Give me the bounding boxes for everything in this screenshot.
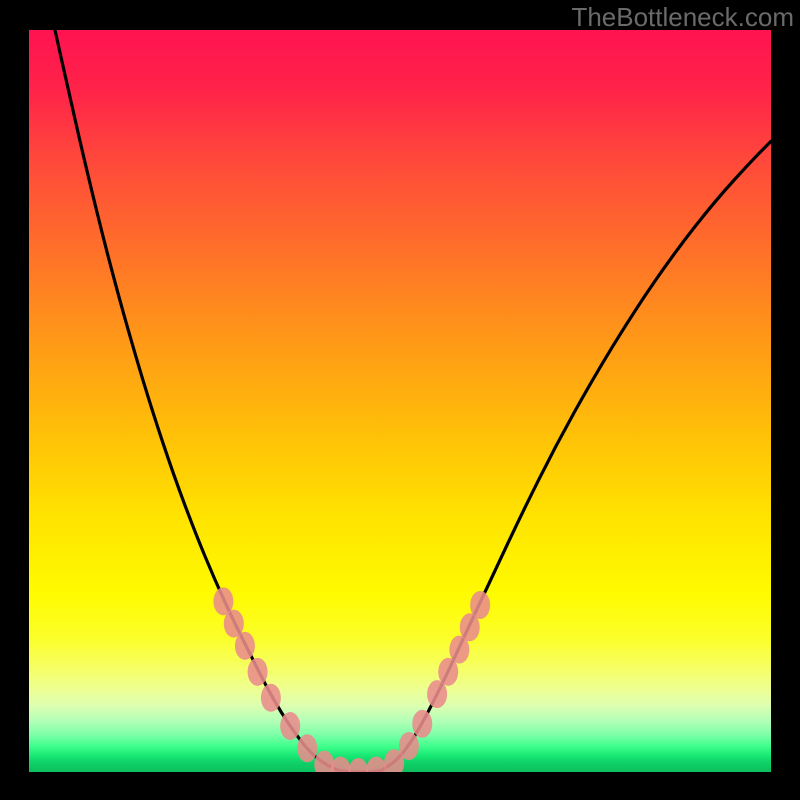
watermark-text: TheBottleneck.com — [571, 2, 794, 33]
curve-marker — [399, 732, 419, 760]
curve-marker — [248, 658, 268, 686]
curve-marker — [366, 757, 386, 772]
curve-marker — [280, 712, 300, 740]
bottleneck-curve — [55, 30, 771, 772]
curve-marker — [348, 758, 368, 772]
marker-group — [213, 587, 490, 772]
curve-marker — [412, 710, 432, 738]
curve-overlay — [29, 30, 771, 772]
curve-marker — [261, 684, 281, 712]
plot-area — [29, 30, 771, 772]
curve-marker — [331, 757, 351, 772]
curve-marker — [235, 632, 255, 660]
curve-marker — [470, 591, 490, 619]
curve-marker — [297, 734, 317, 762]
chart-stage: TheBottleneck.com — [0, 0, 800, 800]
